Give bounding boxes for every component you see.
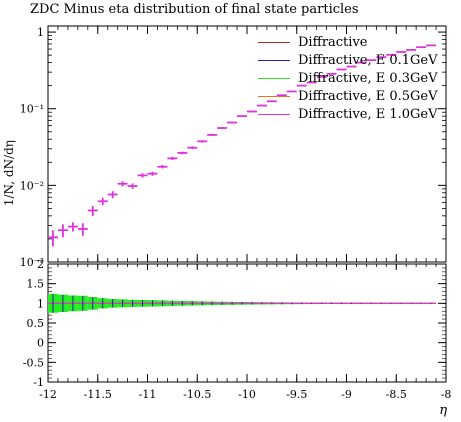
legend-swatch xyxy=(258,95,290,97)
x-tick-label: -10.5 xyxy=(183,388,211,401)
legend-label: Diffractive, E 1.0GeV xyxy=(298,106,438,122)
legend-entry: Diffractive, E 0.3GeV xyxy=(258,69,438,87)
legend-entry: Diffractive xyxy=(258,33,438,51)
y-tick-label: 10⁻² xyxy=(20,179,44,192)
x-tick-label: -9.5 xyxy=(286,388,307,401)
legend-swatch xyxy=(258,113,290,115)
ratio-y-tick-label: -1 xyxy=(33,376,44,389)
legend: Diffractive Diffractive, E 0.1GeV Diffract… xyxy=(258,33,438,123)
y-tick-label: 10⁻¹ xyxy=(20,103,44,116)
ratio-y-tick-label: 1 xyxy=(37,297,44,310)
x-axis-label: η xyxy=(439,403,447,418)
legend-swatch xyxy=(258,59,290,61)
x-tick-label: -10 xyxy=(238,388,256,401)
x-tick-label: -11.5 xyxy=(84,388,112,401)
x-tick-label: -8 xyxy=(441,388,452,401)
x-tick-label: -9 xyxy=(341,388,352,401)
legend-label: Diffractive xyxy=(298,34,368,50)
legend-entry: Diffractive, E 1.0GeV xyxy=(258,105,438,123)
x-tick-label: -8.5 xyxy=(386,388,407,401)
legend-entry: Diffractive, E 0.1GeV xyxy=(258,51,438,69)
legend-label: Diffractive, E 0.3GeV xyxy=(298,70,438,86)
ratio-y-tick-label: 2 xyxy=(37,258,44,271)
legend-swatch xyxy=(258,41,290,43)
ratio-y-tick-label: 0.5 xyxy=(27,317,45,330)
chart-title: ZDC Minus eta distribution of final stat… xyxy=(30,2,359,17)
ratio-y-tick-label: -0.5 xyxy=(23,356,44,369)
y-tick-label: 1 xyxy=(37,26,44,39)
legend-label: Diffractive, E 0.5GeV xyxy=(298,88,438,104)
x-tick-label: -12 xyxy=(39,388,57,401)
ratio-plot-frame xyxy=(47,263,447,383)
legend-entry: Diffractive, E 0.5GeV xyxy=(258,87,438,105)
legend-label: Diffractive, E 0.1GeV xyxy=(298,52,438,68)
y-tick-label: 10⁻³ xyxy=(20,256,44,269)
ratio-y-tick-label: 1.5 xyxy=(27,278,45,291)
legend-swatch xyxy=(258,77,290,79)
ratio-y-tick-label: 0 xyxy=(37,337,44,350)
x-tick-label: -11 xyxy=(139,388,157,401)
